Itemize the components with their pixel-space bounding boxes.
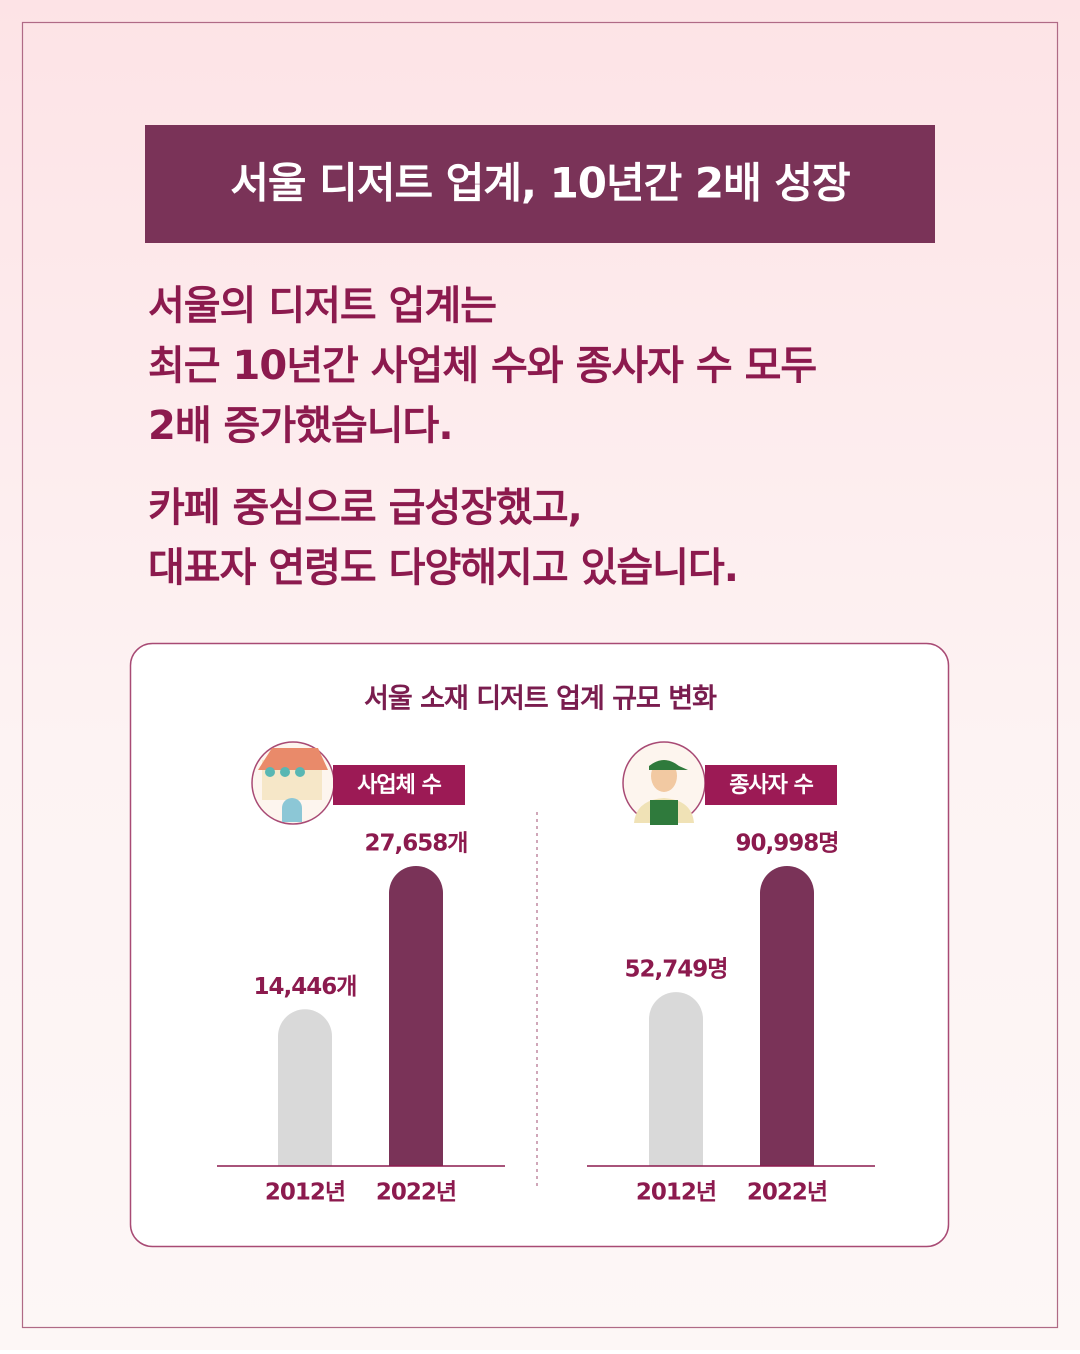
value-label: 27,658개 — [365, 831, 468, 857]
chart-tag — [333, 765, 465, 805]
value-label: 52,749명 — [625, 957, 728, 983]
body-text: 서울의 디저트 업계는 최근 10년간 사업체 수와 종사자 수 모두 2배 증… — [148, 283, 817, 591]
body-line: 서울의 디저트 업계는 — [148, 283, 496, 329]
title-banner — [145, 125, 935, 243]
bar — [649, 992, 703, 1166]
chart-title: 사업체 수 — [357, 773, 441, 798]
x-tick-label: 2022년 — [376, 1180, 456, 1206]
bar — [760, 866, 814, 1166]
value-label: 90,998명 — [736, 831, 839, 857]
shop-icon — [251, 741, 335, 825]
value-label: 14,446개 — [254, 974, 357, 1000]
bar — [389, 866, 443, 1166]
charts: 사업체 수 14,446개 2012년 27,658개 2022년 종사자 수 52,749… — [217, 765, 875, 1206]
body-line: 대표자 연령도 다양해지고 있습니다. — [148, 545, 738, 591]
body-line: 최근 10년간 사업체 수와 종사자 수 모두 — [148, 343, 816, 389]
x-tick-label: 2012년 — [636, 1180, 716, 1206]
body-line: 2배 증가했습니다. — [148, 403, 453, 449]
x-tick-label: 2022년 — [747, 1180, 827, 1206]
x-tick-label: 2012년 — [265, 1180, 345, 1206]
worker-icon — [622, 741, 706, 825]
title: 서울 디저트 업계, 10년간 2배 성장 — [230, 159, 850, 208]
chart-panel — [129, 642, 950, 1248]
frame — [21, 21, 1059, 1329]
body-line: 카페 중심으로 급성장했고, — [148, 485, 582, 531]
chart-tag — [705, 765, 837, 805]
chart-title: 종사자 수 — [729, 773, 813, 798]
panel-title: 서울 소재 디저트 업계 규모 변화 — [364, 684, 717, 715]
bar — [278, 1009, 332, 1166]
